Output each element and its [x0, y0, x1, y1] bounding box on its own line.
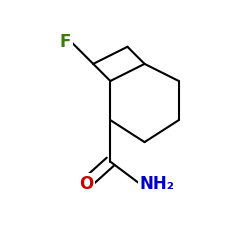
Text: F: F — [60, 33, 71, 51]
Text: NH₂: NH₂ — [140, 175, 175, 193]
Text: O: O — [79, 175, 93, 193]
